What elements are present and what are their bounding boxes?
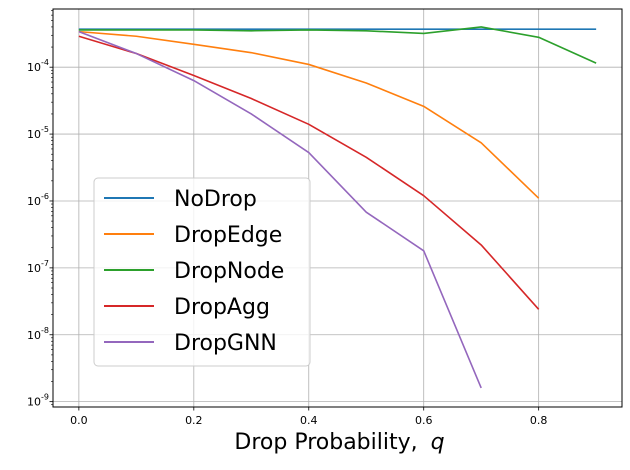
x-tick-label: 0.4: [300, 414, 318, 427]
legend-label-dropnode: DropNode: [174, 259, 284, 284]
legend-box: [93, 177, 311, 367]
series-line-dropedge: [78, 30, 540, 199]
ticks: 0.0 0.2 0.4 0.6 0.810-910-810-710-610-510-4: [27, 10, 548, 427]
legend-label-dropedge: DropEdge: [174, 223, 282, 248]
legend-label-dropgnn: DropGNN: [174, 331, 277, 356]
y-tick-exponent: -8: [41, 326, 49, 335]
x-axis-label-text: Drop Probability,: [234, 430, 417, 455]
y-tick-exponent: -9: [41, 393, 49, 402]
legend: NoDrop DropEdge DropNode DropAgg DropGNN: [93, 177, 311, 367]
y-tick-exponent: -6: [41, 192, 49, 201]
series-line-dropagg: [78, 35, 540, 310]
x-axis-label: Drop Probability, q: [234, 430, 444, 455]
x-tick-label: 0.2: [185, 414, 203, 427]
x-axis-label-variable: q: [431, 430, 445, 455]
series-lines: [78, 26, 597, 389]
y-tick-exponent: -5: [41, 125, 49, 134]
series-line-dropgnn: [78, 30, 482, 389]
legend-label-nodrop: NoDrop: [174, 187, 257, 212]
y-tick-exponent: -4: [41, 58, 49, 67]
x-tick-label: 0.6: [415, 414, 433, 427]
x-tick-label: 0.8: [530, 414, 548, 427]
y-tick-exponent: -7: [41, 259, 49, 268]
legend-label-dropagg: DropAgg: [174, 295, 270, 320]
x-tick-label: 0.0: [70, 414, 88, 427]
series-line-dropnode: [78, 26, 597, 64]
axes-frame: [52, 8, 623, 408]
